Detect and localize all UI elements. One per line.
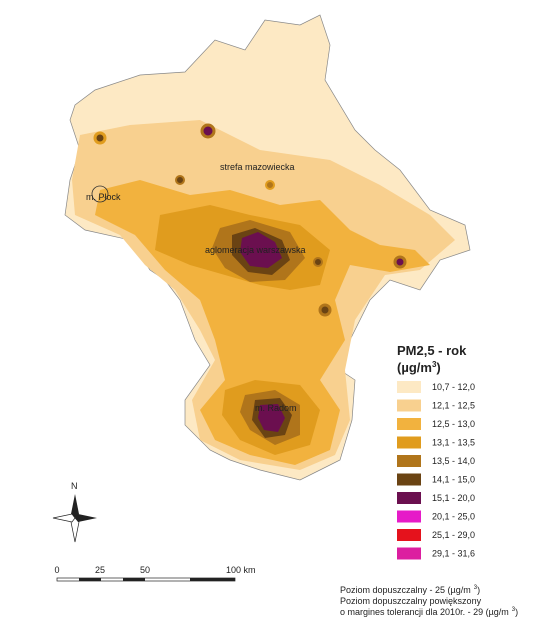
legend-unit-close: ) xyxy=(436,360,440,375)
legend-label: 15,1 - 20,0 xyxy=(432,493,475,503)
legend-label: 10,7 - 12,0 xyxy=(432,382,475,392)
hotspot xyxy=(393,255,407,269)
legend-label: 29,1 - 31,6 xyxy=(432,549,475,559)
legend-unit-sup: 3 xyxy=(432,360,437,369)
zone-15-warsaw xyxy=(240,232,282,268)
note-end: ) xyxy=(515,607,518,617)
legend-swatch xyxy=(397,399,421,412)
legend-swatch xyxy=(397,547,421,560)
legend-label: 13,5 - 14,0 xyxy=(432,456,475,466)
note-text: Poziom dopuszczalny - 25 (µg/m xyxy=(340,585,471,595)
legend-swatch xyxy=(397,529,421,541)
notes: Poziom dopuszczalny - 25 (µg/m 3)Poziom d… xyxy=(340,585,518,617)
legend-swatch xyxy=(397,473,421,486)
note-end: ) xyxy=(477,585,480,595)
hotspot xyxy=(313,257,323,267)
legend-unit: (µg/m3) xyxy=(397,360,441,375)
legend-swatch xyxy=(397,381,421,393)
legend-unit-text: (µg/m xyxy=(397,360,432,375)
scale-labels: 0 25 50 100 km xyxy=(54,565,255,575)
hotspot xyxy=(318,303,332,317)
hotspot xyxy=(265,180,275,190)
legend-label: 12,5 - 13,0 xyxy=(432,419,475,429)
city-label: m. Płock xyxy=(86,192,121,202)
legend-swatch xyxy=(397,418,421,430)
legend-swatch xyxy=(397,436,421,449)
scale-label: 0 xyxy=(54,565,59,575)
hotspot xyxy=(175,175,185,185)
map-area xyxy=(64,14,471,481)
note: Poziom dopuszczalny - 25 (µg/m 3) xyxy=(340,585,480,595)
legend-label: 25,1 - 29,0 xyxy=(432,530,475,540)
scale-label: 25 xyxy=(95,565,105,575)
note-text: Poziom dopuszczalny powiększony xyxy=(340,596,482,606)
city-label: aglomeracja warszawska xyxy=(205,245,306,255)
scale-label: 50 xyxy=(140,565,150,575)
scale-bar xyxy=(56,577,236,582)
north-arrow xyxy=(52,494,97,543)
legend-label: 20,1 - 25,0 xyxy=(432,512,475,522)
legend-label: 13,1 - 13,5 xyxy=(432,438,475,448)
note-text: o margines tolerancji dla 2010r. - 29 (µ… xyxy=(340,607,509,617)
hotspot xyxy=(93,131,107,145)
legend-swatch xyxy=(397,492,421,504)
note: o margines tolerancji dla 2010r. - 29 (µ… xyxy=(340,607,518,617)
region-label: strefa mazowiecka xyxy=(220,162,295,172)
legend: 10,7 - 12,0 12,1 - 12,5 12,5 - 13,0 13,1 - … xyxy=(397,381,475,560)
legend-label: 12,1 - 12,5 xyxy=(432,401,475,411)
city-outline xyxy=(91,185,109,203)
legend-label: 14,1 - 15,0 xyxy=(432,475,475,485)
north-label: N xyxy=(71,481,78,491)
note-sup: 3 xyxy=(474,585,478,591)
note-sup: 3 xyxy=(512,607,516,613)
scale-label: 100 km xyxy=(226,565,256,575)
note: Poziom dopuszczalny powiększony xyxy=(340,596,482,606)
city-label: m. Radom xyxy=(255,403,297,413)
hotspot xyxy=(200,123,216,139)
legend-swatch xyxy=(397,455,421,467)
zone-15-radom xyxy=(258,404,285,432)
legend-swatch xyxy=(397,510,421,523)
legend-title: PM2,5 - rok xyxy=(397,343,467,358)
